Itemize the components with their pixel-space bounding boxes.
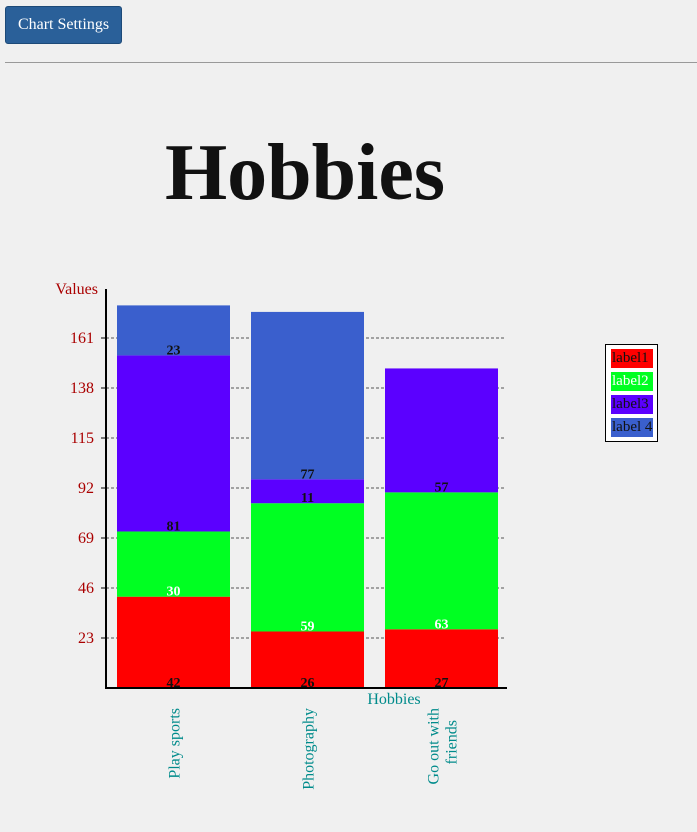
bar-segment: [385, 629, 498, 688]
bar-value-label: 77: [301, 467, 315, 482]
x-category-label: Photography: [301, 708, 318, 790]
bar-value-label: 30: [167, 585, 181, 600]
chart-legend: label1 label2 label3 label 4: [605, 344, 659, 442]
x-axis-title: Hobbies: [367, 691, 420, 708]
divider: [5, 62, 697, 63]
y-tick-label: 92: [78, 480, 94, 497]
legend-item: label1: [611, 349, 654, 368]
bar-segment: [117, 305, 230, 356]
bar-value-label: 63: [435, 617, 449, 632]
bar-value-label: 57: [435, 480, 449, 495]
bar-segment: [117, 531, 230, 597]
y-tick-label: 115: [71, 430, 94, 447]
bar-segment: [385, 368, 498, 493]
x-category-label: Play sports: [167, 708, 184, 779]
bar-segment: [251, 503, 364, 632]
legend-item: label 4: [611, 418, 654, 437]
legend-item: label3: [611, 395, 654, 414]
legend-item: label2: [611, 372, 654, 391]
bar-segment: [251, 631, 364, 688]
bar-segment: [117, 596, 230, 688]
bar-segment: [385, 492, 498, 630]
bar-segment: [251, 479, 364, 504]
y-tick-label: 23: [78, 630, 94, 647]
bar-segment: [251, 311, 364, 480]
bar-value-label: 23: [167, 343, 181, 358]
y-tick-label: 69: [78, 530, 94, 547]
y-tick-label: 161: [70, 330, 94, 347]
chart-title: Hobbies: [164, 129, 446, 217]
y-tick-label: 138: [70, 380, 94, 397]
bar-value-label: 81: [167, 519, 181, 534]
y-tick-label: 46: [78, 580, 94, 597]
bar-value-label: 59: [301, 619, 315, 634]
bar-segment: [117, 355, 230, 532]
bar-value-label: 11: [301, 491, 314, 506]
x-category-label: Go out withfriends: [426, 708, 461, 784]
chart-settings-button[interactable]: Chart Settings: [5, 6, 122, 44]
y-axis-title: Values: [55, 281, 98, 298]
